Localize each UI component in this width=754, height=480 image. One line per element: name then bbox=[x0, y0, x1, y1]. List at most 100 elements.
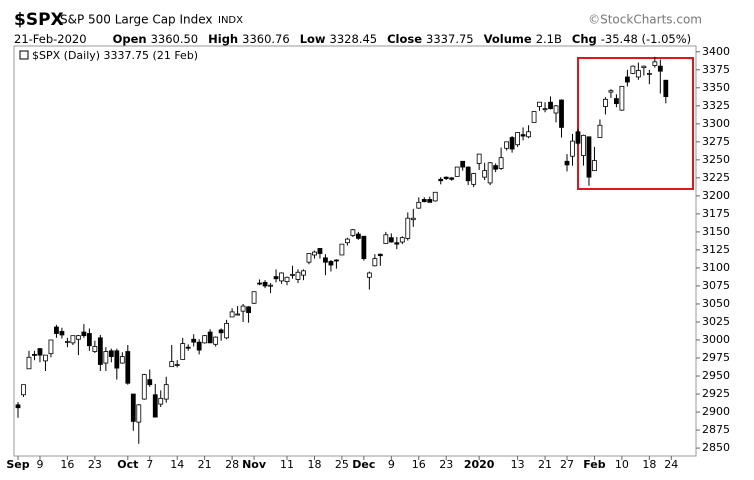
candle-body bbox=[257, 282, 262, 285]
candle-body bbox=[355, 233, 361, 239]
candle-body bbox=[306, 253, 312, 263]
candle-body bbox=[268, 284, 273, 287]
candle-body bbox=[432, 191, 438, 202]
y-tick-label: 3150 bbox=[702, 225, 730, 238]
field-label: Low bbox=[300, 32, 326, 46]
field-value: 3360.76 bbox=[242, 32, 290, 46]
x-tick-label: 28 bbox=[225, 458, 239, 471]
candle-body bbox=[114, 350, 120, 369]
candle-body bbox=[498, 157, 504, 169]
candle-body bbox=[603, 98, 608, 107]
candle-body bbox=[213, 336, 219, 345]
candle-body bbox=[81, 331, 87, 337]
candle-body bbox=[443, 176, 449, 179]
candle-body bbox=[537, 101, 542, 107]
candle-body bbox=[21, 384, 26, 396]
candle-body bbox=[328, 261, 334, 266]
x-tick-label: 13 bbox=[511, 458, 525, 471]
candle-body bbox=[108, 350, 114, 357]
x-tick-label: 24 bbox=[664, 458, 678, 471]
candle-body bbox=[383, 234, 389, 244]
candle-body bbox=[169, 361, 175, 368]
candle-body bbox=[465, 166, 471, 182]
field-value: -35.48 (-1.05%) bbox=[601, 32, 691, 46]
x-tick-label: 27 bbox=[560, 458, 574, 471]
candle-body bbox=[504, 141, 510, 149]
candle-body bbox=[136, 404, 142, 423]
candle-body bbox=[59, 330, 65, 336]
y-tick-label: 2925 bbox=[702, 387, 730, 400]
candle-body bbox=[229, 311, 235, 318]
candle-body bbox=[251, 291, 257, 304]
x-tick-label: Sep bbox=[6, 458, 29, 471]
candle-body bbox=[86, 333, 92, 347]
candle-body bbox=[624, 76, 630, 83]
candle-body bbox=[438, 178, 444, 182]
y-tick-label: 3325 bbox=[702, 99, 730, 112]
candle-body bbox=[493, 165, 499, 170]
candle-body bbox=[75, 335, 81, 340]
candle-body bbox=[564, 160, 570, 166]
candle-body bbox=[273, 276, 279, 280]
candle-body bbox=[147, 379, 153, 386]
candle-body bbox=[191, 338, 197, 343]
candle-body bbox=[421, 199, 427, 203]
x-tick-label: 9 bbox=[36, 458, 43, 471]
candle-body bbox=[614, 98, 619, 105]
candle-body bbox=[323, 257, 328, 263]
candle-body bbox=[158, 397, 164, 405]
candle-body bbox=[635, 70, 641, 78]
source: ©StockCharts.com bbox=[588, 13, 702, 27]
candle-body bbox=[97, 337, 103, 365]
candle-body bbox=[125, 351, 131, 384]
x-tick-label: 23 bbox=[439, 458, 453, 471]
candle-body bbox=[339, 243, 345, 256]
field-label: Volume bbox=[484, 32, 532, 46]
candle-body bbox=[476, 153, 482, 164]
candle-body bbox=[410, 217, 416, 221]
field-label: Open bbox=[113, 32, 147, 46]
candle-body bbox=[240, 305, 246, 312]
x-tick-label: 25 bbox=[335, 458, 349, 471]
candle-body bbox=[630, 65, 636, 74]
x-tick-label: 23 bbox=[88, 458, 102, 471]
candle-body bbox=[103, 351, 109, 364]
candle-body bbox=[301, 270, 306, 276]
highlight-box bbox=[577, 57, 694, 190]
candle-body bbox=[372, 258, 378, 267]
candle-body bbox=[581, 134, 586, 156]
candle-body bbox=[366, 272, 372, 278]
candle-body bbox=[235, 313, 241, 316]
field-label: Close bbox=[387, 32, 422, 46]
candle-body bbox=[295, 271, 301, 280]
y-tick-label: 3050 bbox=[702, 297, 730, 310]
candle-body bbox=[515, 132, 520, 146]
y-tick-label: 3400 bbox=[702, 45, 730, 58]
y-tick-label: 3000 bbox=[702, 333, 730, 346]
candle-body bbox=[334, 259, 339, 262]
y-tick-label: 3100 bbox=[702, 261, 730, 274]
candle-body bbox=[394, 242, 400, 245]
y-tick-label: 3175 bbox=[702, 207, 730, 220]
y-tick-label: 3275 bbox=[702, 135, 730, 148]
candle-body bbox=[531, 111, 537, 123]
field-value: 3360.50 bbox=[151, 32, 199, 46]
candle-body bbox=[592, 160, 597, 172]
candle-body bbox=[619, 85, 625, 111]
candle-body bbox=[449, 177, 455, 180]
candle-body bbox=[388, 237, 394, 243]
candle-body bbox=[15, 404, 21, 409]
candle-body bbox=[246, 306, 251, 314]
candle-body bbox=[202, 335, 208, 344]
candle-body bbox=[471, 173, 477, 185]
candle-body bbox=[174, 364, 180, 366]
y-tick-label: 3300 bbox=[702, 117, 730, 130]
x-tick-label: 16 bbox=[412, 458, 426, 471]
y-tick-label: 3025 bbox=[702, 315, 730, 328]
candle-body bbox=[559, 99, 564, 128]
candle-body bbox=[37, 348, 43, 356]
legend-label: $SPX (Daily) 3337.75 (21 Feb) bbox=[32, 49, 198, 62]
y-tick-label: 2900 bbox=[702, 405, 730, 418]
x-tick-label: 7 bbox=[146, 458, 153, 471]
candle-body bbox=[141, 374, 147, 400]
